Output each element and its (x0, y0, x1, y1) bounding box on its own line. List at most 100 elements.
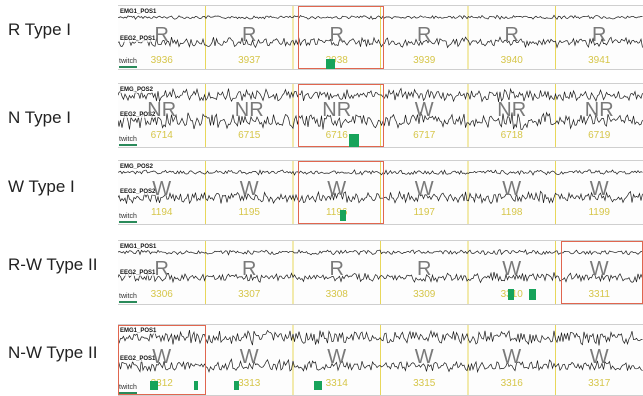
epoch-number: 3940 (500, 55, 523, 66)
epoch-number: 3316 (500, 378, 523, 389)
channel-label-emg: EMG1_POS1 (120, 9, 157, 15)
sleep-stage-label: W (589, 346, 609, 368)
sleep-stage-label: R (154, 24, 169, 46)
epoch-number: 6719 (588, 130, 611, 141)
twitch-marker (150, 381, 158, 390)
epoch-number: 3312 (150, 378, 173, 389)
sleep-stage-label: NR (497, 99, 527, 121)
channel-label-emg: EMG1_POS1 (120, 244, 157, 250)
row-label-r-type-1: R Type I (8, 20, 71, 39)
emg-trace (118, 249, 643, 256)
sleep-stage-label: NR (322, 99, 352, 121)
sleep-stage-label: NR (147, 99, 177, 121)
epoch-number: 3308 (325, 289, 348, 300)
twitch-label: twitch (119, 293, 137, 303)
emg-trace (118, 87, 643, 103)
highlight-box (298, 6, 384, 69)
signal-traces (118, 6, 643, 69)
epoch-number: 6715 (238, 130, 261, 141)
epoch-number: 3939 (413, 55, 436, 66)
twitch-marker (508, 289, 514, 300)
emg-trace (118, 169, 643, 176)
epoch-number: 3936 (150, 55, 173, 66)
twitch-label: twitch (119, 58, 137, 68)
epoch-number: 3313 (238, 378, 261, 389)
epoch-number: 3941 (588, 55, 611, 66)
sleep-stage-label: W (589, 178, 609, 200)
twitch-marker (314, 381, 322, 390)
epoch-number: 3311 (588, 289, 610, 300)
twitch-marker (340, 210, 346, 221)
eeg-emg-panel-r-type-1: EMG1_POS1 EEG2_POS1 twitch R 3936 R 3937 R 39… (118, 5, 643, 70)
epoch-number: 3309 (413, 289, 436, 300)
channel-label-eeg: EEG2_POS2 (120, 112, 156, 118)
highlight-box (118, 325, 206, 395)
sleep-stage-label: R (504, 24, 519, 46)
sleep-stage-label: NR (584, 99, 614, 121)
epoch-number: 1195 (238, 207, 260, 218)
twitch-marker (349, 134, 359, 147)
epoch-number: 6718 (500, 130, 523, 141)
row-label-n-type-1: N Type I (8, 108, 71, 127)
epoch-number: 3314 (325, 378, 348, 389)
twitch-label: twitch (119, 136, 137, 146)
epoch-number: 6717 (413, 130, 436, 141)
highlight-box (561, 241, 643, 304)
sleep-stage-label: W (502, 346, 522, 368)
sleep-stage-label: W (239, 346, 259, 368)
sleep-stage-label: R (242, 24, 257, 46)
sleep-stage-label: R (417, 24, 432, 46)
channel-label-emg: EMG_POS2 (120, 164, 154, 170)
epoch-number: 1194 (150, 207, 173, 218)
sleep-stage-label: W (152, 346, 172, 368)
highlight-box (298, 161, 384, 224)
epoch-number: 6716 (325, 130, 348, 141)
sleep-stage-label: W (414, 178, 434, 200)
sleep-stage-label: W (152, 178, 172, 200)
sleep-stage-label: W (414, 346, 434, 368)
epoch-number: 3938 (325, 55, 348, 66)
epoch-number: 3937 (238, 55, 261, 66)
sleep-stage-label: W (327, 178, 347, 200)
epoch-number: 3307 (238, 289, 261, 300)
twitch-marker (326, 59, 335, 69)
signal-traces (118, 84, 643, 147)
sleep-stage-label: W (589, 258, 609, 280)
eeg-emg-panel-w-type-1: EMG_POS2 EEG2_POS2 twitch W 1194 W 1195 W 119… (118, 160, 643, 225)
channel-label-emg: EMG1_POS1 (120, 328, 157, 334)
highlight-box (298, 84, 384, 147)
eeg-trace (118, 111, 643, 130)
row-label-w-type-1: W Type I (8, 177, 75, 196)
eeg-emg-panel-n-w-type-2: EMG1_POS1 EEG2_POS1 twitch W 3312 W 3313 W 33… (118, 324, 643, 396)
sleep-stage-label: R (242, 258, 257, 280)
channel-label-eeg: EEG2_POS1 (120, 270, 156, 276)
sleep-stage-label: R (592, 24, 607, 46)
sleep-stage-label: R (329, 258, 344, 280)
sleep-stage-label: R (329, 24, 344, 46)
eeg-trace (118, 271, 643, 284)
eeg-emg-panel-r-w-type-2: EMG1_POS1 EEG2_POS1 twitch R 3306 R 3307 R 33… (118, 240, 643, 305)
twitch-marker (234, 381, 239, 390)
eeg-emg-panel-n-type-1: EMG_POS2 EEG2_POS2 twitch NR 6714 NR 6715 NR… (118, 83, 643, 148)
sleep-stage-label: W (502, 258, 522, 280)
twitch-marker (529, 289, 536, 300)
sleep-stage-label: NR (234, 99, 264, 121)
channel-label-emg: EMG_POS2 (120, 87, 154, 93)
sleep-stage-label: W (502, 178, 522, 200)
twitch-marker (194, 381, 198, 390)
signal-traces (118, 161, 643, 224)
epoch-number: 1198 (500, 207, 523, 218)
sleep-stage-label: W (327, 346, 347, 368)
sleep-stage-label: W (414, 99, 434, 121)
channel-label-eeg: EEG2_POS1 (120, 36, 156, 42)
eeg-trace (118, 36, 643, 49)
epoch-number: 1199 (588, 207, 610, 218)
epoch-number: 3306 (150, 289, 173, 300)
signal-traces (118, 241, 643, 304)
sleep-stage-label: R (154, 258, 169, 280)
row-label-n-w-type-2: N-W Type II (8, 343, 98, 362)
epoch-number: 1196 (325, 207, 348, 218)
emg-trace (118, 14, 643, 20)
channel-label-eeg: EEG2_POS2 (120, 189, 156, 195)
eeg-trace (118, 190, 643, 205)
